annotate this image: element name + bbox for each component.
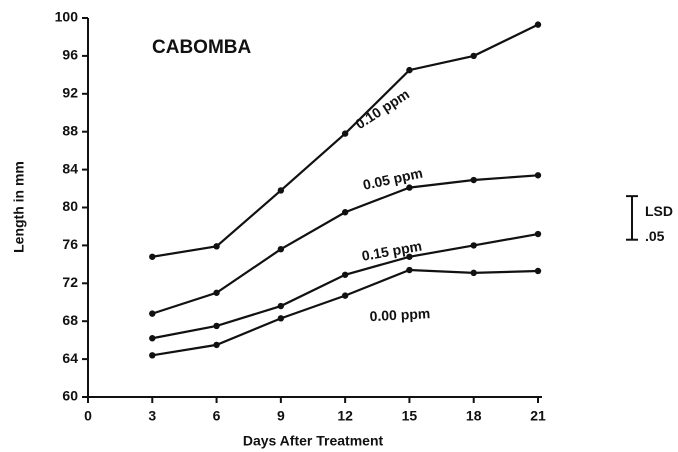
data-point [149, 335, 156, 342]
data-point [534, 21, 542, 28]
y-tick-label: 92 [62, 85, 78, 101]
data-point [213, 322, 220, 330]
y-tick-label: 84 [62, 160, 78, 176]
x-tick-label: 6 [213, 408, 221, 424]
lsd-sublabel: .05 [645, 228, 665, 244]
data-point [341, 209, 349, 216]
data-point [406, 66, 413, 74]
data-point [149, 310, 156, 317]
series-label: 0.10 ppm [352, 86, 412, 132]
series-label: 0.05 ppm [361, 165, 424, 193]
data-point [341, 292, 349, 299]
y-tick-label: 80 [62, 198, 78, 214]
data-point [470, 52, 477, 60]
data-point [341, 130, 349, 137]
y-tick-label: 88 [62, 122, 78, 138]
data-point [341, 271, 349, 278]
y-tick-label: 68 [62, 312, 78, 328]
x-tick-label: 9 [277, 408, 285, 424]
y-axis-label: Length in mm [11, 161, 27, 253]
data-point [149, 253, 156, 260]
data-point [213, 341, 220, 349]
y-tick-label: 60 [62, 388, 78, 404]
x-tick-label: 18 [466, 408, 482, 424]
data-point [277, 315, 285, 322]
data-point [277, 302, 285, 310]
x-tick-label: 12 [337, 408, 353, 424]
lsd-label: LSD [645, 203, 673, 219]
y-tick-label: 96 [62, 47, 78, 63]
data-point [470, 242, 477, 249]
x-tick-label: 21 [530, 408, 546, 424]
series-label: 0.15 ppm [360, 238, 423, 264]
y-tick-label: 64 [62, 350, 78, 366]
data-point [534, 172, 542, 179]
data-point [470, 176, 477, 184]
series-line [152, 232, 539, 340]
y-tick-label: 72 [62, 274, 78, 290]
data-point [277, 245, 285, 253]
x-tick-label: 15 [402, 408, 418, 424]
data-point [213, 243, 220, 250]
data-point [406, 184, 413, 191]
series-line [152, 268, 539, 357]
data-point [534, 267, 542, 275]
series-label: 0.00 ppm [369, 305, 430, 324]
data-point [149, 352, 156, 359]
data-point [213, 289, 220, 296]
x-axis-label: Days After Treatment [243, 433, 384, 449]
x-tick-label: 0 [84, 408, 92, 424]
x-tick-label: 3 [148, 408, 156, 424]
y-tick-label: 100 [55, 9, 79, 25]
data-point [470, 269, 477, 277]
data-point [534, 230, 542, 238]
chart-title: CABOMBA [152, 37, 251, 58]
data-point [406, 266, 413, 274]
data-point [277, 187, 285, 194]
data-point [406, 253, 413, 260]
series-line [152, 23, 539, 258]
y-tick-label: 76 [62, 236, 78, 252]
